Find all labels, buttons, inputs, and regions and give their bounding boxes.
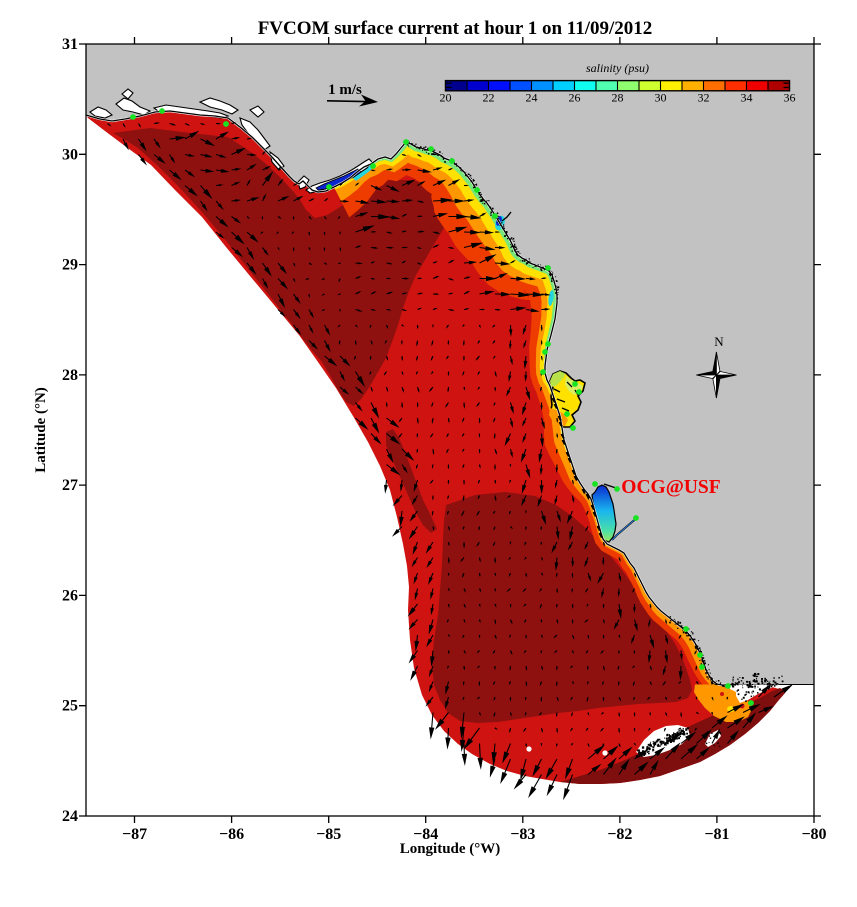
svg-text:−85: −85	[316, 826, 341, 843]
svg-text:26: 26	[62, 587, 78, 604]
svg-text:36: 36	[784, 91, 796, 105]
svg-text:−81: −81	[704, 826, 729, 843]
svg-text:22: 22	[483, 91, 495, 105]
svg-text:−84: −84	[413, 826, 438, 843]
svg-text:24: 24	[526, 91, 538, 105]
svg-text:20: 20	[440, 91, 452, 105]
svg-text:Latitude (°N): Latitude (°N)	[33, 387, 49, 473]
svg-text:25: 25	[62, 698, 78, 715]
svg-text:−87: −87	[122, 826, 147, 843]
svg-text:28: 28	[62, 367, 78, 384]
svg-text:−80: −80	[801, 826, 826, 843]
svg-text:−86: −86	[219, 826, 244, 843]
svg-text:−83: −83	[510, 826, 535, 843]
svg-text:26: 26	[569, 91, 581, 105]
svg-text:34: 34	[741, 91, 753, 105]
svg-text:Longitude (°W): Longitude (°W)	[400, 841, 501, 857]
svg-text:29: 29	[62, 257, 78, 274]
svg-text:30: 30	[62, 146, 78, 163]
svg-text:27: 27	[62, 477, 78, 494]
svg-text:1 m/s: 1 m/s	[328, 82, 362, 98]
svg-text:OCG@USF: OCG@USF	[621, 477, 720, 498]
svg-text:32: 32	[698, 91, 710, 105]
svg-text:24: 24	[62, 808, 78, 825]
svg-text:N: N	[714, 334, 724, 349]
svg-text:31: 31	[62, 36, 78, 53]
svg-text:salinity (psu): salinity (psu)	[586, 61, 649, 75]
svg-text:−82: −82	[607, 826, 632, 843]
svg-text:28: 28	[612, 91, 624, 105]
svg-text:30: 30	[655, 91, 667, 105]
svg-text:FVCOM surface current at hour: FVCOM surface current at hour 1 on 11/09…	[258, 18, 653, 39]
